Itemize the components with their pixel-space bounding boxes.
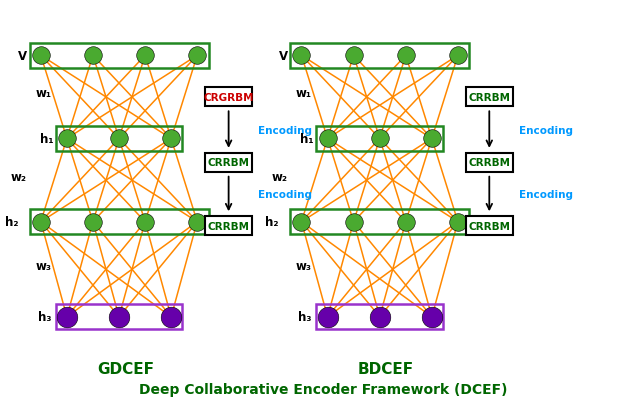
Point	[36, 219, 46, 225]
Text: CRRBM: CRRBM	[207, 221, 250, 231]
Text: h₂: h₂	[4, 216, 18, 229]
Text: w₁: w₁	[35, 87, 51, 100]
Point	[192, 219, 202, 225]
Text: Encoding: Encoding	[259, 125, 312, 135]
Point	[114, 314, 124, 320]
Point	[140, 219, 150, 225]
Point	[427, 136, 437, 142]
Text: w₂: w₂	[11, 170, 27, 183]
Text: h₁: h₁	[300, 133, 314, 146]
Point	[192, 53, 202, 59]
FancyBboxPatch shape	[205, 217, 252, 235]
Text: w₁: w₁	[296, 87, 312, 100]
Text: CRRBM: CRRBM	[468, 93, 510, 103]
Text: Deep Collaborative Encoder Framework (DCEF): Deep Collaborative Encoder Framework (DC…	[139, 383, 508, 396]
Text: CRRBM: CRRBM	[468, 158, 510, 168]
Point	[323, 314, 333, 320]
Text: Encoding: Encoding	[259, 190, 312, 199]
Point	[88, 53, 98, 59]
Text: w₃: w₃	[35, 259, 51, 272]
Point	[452, 219, 463, 225]
Point	[374, 136, 385, 142]
Text: h₂: h₂	[266, 216, 279, 229]
Point	[166, 136, 176, 142]
Text: GDCEF: GDCEF	[97, 361, 154, 376]
FancyBboxPatch shape	[466, 217, 513, 235]
Point	[36, 53, 46, 59]
Point	[166, 314, 176, 320]
Point	[349, 219, 359, 225]
Text: h₃: h₃	[298, 310, 312, 324]
Text: CRRBM: CRRBM	[207, 158, 250, 168]
Point	[349, 53, 359, 59]
Point	[452, 53, 463, 59]
Text: h₁: h₁	[40, 133, 53, 146]
Point	[323, 136, 333, 142]
Text: w₂: w₂	[271, 170, 287, 183]
Text: CRRBM: CRRBM	[468, 221, 510, 231]
FancyBboxPatch shape	[466, 88, 513, 107]
FancyBboxPatch shape	[205, 88, 252, 107]
Point	[296, 219, 307, 225]
FancyBboxPatch shape	[205, 153, 252, 172]
Text: Encoding: Encoding	[519, 190, 573, 199]
Point	[61, 136, 72, 142]
Text: V: V	[18, 50, 27, 63]
Point	[114, 136, 124, 142]
FancyBboxPatch shape	[466, 153, 513, 172]
Point	[374, 314, 385, 320]
Text: w₃: w₃	[296, 259, 312, 272]
Text: V: V	[278, 50, 287, 63]
Text: BDCEF: BDCEF	[358, 361, 414, 376]
Text: h₃: h₃	[38, 310, 51, 324]
Point	[427, 314, 437, 320]
Point	[401, 219, 411, 225]
Point	[88, 219, 98, 225]
Point	[61, 314, 72, 320]
Text: Encoding: Encoding	[519, 125, 573, 135]
Point	[140, 53, 150, 59]
Point	[296, 53, 307, 59]
Text: CRGRBM: CRGRBM	[204, 93, 254, 103]
Point	[401, 53, 411, 59]
